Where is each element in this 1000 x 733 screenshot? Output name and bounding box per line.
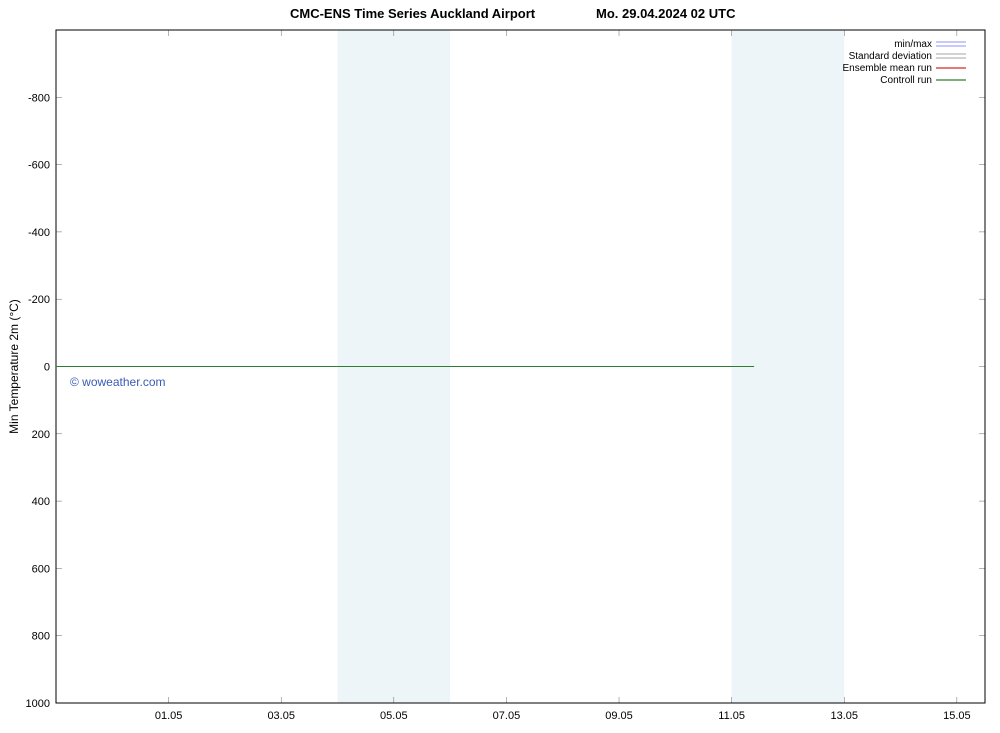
chart-container: -800 -600 -400 -200 0 200 400 600 800 1000 01.05 03… (0, 0, 1000, 733)
watermark: © woweather.com (70, 375, 166, 389)
x-tick-label: 03.05 (267, 710, 295, 722)
y-tick-label: 0 (44, 362, 50, 374)
y-tick-label: 400 (32, 496, 50, 508)
x-tick-label: 15.05 (943, 710, 971, 722)
x-tick-label: 13.05 (830, 710, 858, 722)
x-tick-label: 07.05 (493, 710, 521, 722)
legend-label: min/max (894, 39, 932, 50)
x-tick-label: 11.05 (718, 710, 745, 722)
y-tick-label: -800 (28, 92, 50, 104)
y-tick-label: -600 (28, 160, 50, 172)
y-tick-label: 1000 (26, 698, 50, 710)
y-tick-label: -200 (28, 294, 50, 306)
y-tick-label: 800 (32, 631, 50, 643)
legend-label: Standard deviation (849, 51, 932, 62)
chart-title-left: CMC-ENS Time Series Auckland Airport (290, 6, 536, 21)
chart-svg: -800 -600 -400 -200 0 200 400 600 800 1000 01.05 03… (0, 0, 1000, 733)
x-tick-label: 09.05 (605, 710, 633, 722)
legend-label: Controll run (880, 75, 932, 86)
y-axis-label: Min Temperature 2m (°C) (7, 299, 21, 434)
x-tick-label: 05.05 (380, 710, 408, 722)
chart-title-right: Mo. 29.04.2024 02 UTC (596, 6, 736, 21)
x-tick-label: 01.05 (155, 710, 183, 722)
y-tick-label: 600 (32, 563, 50, 575)
y-tick-label: -400 (28, 227, 50, 239)
y-tick-label: 200 (32, 429, 50, 441)
legend-label: Ensemble mean run (843, 63, 933, 74)
